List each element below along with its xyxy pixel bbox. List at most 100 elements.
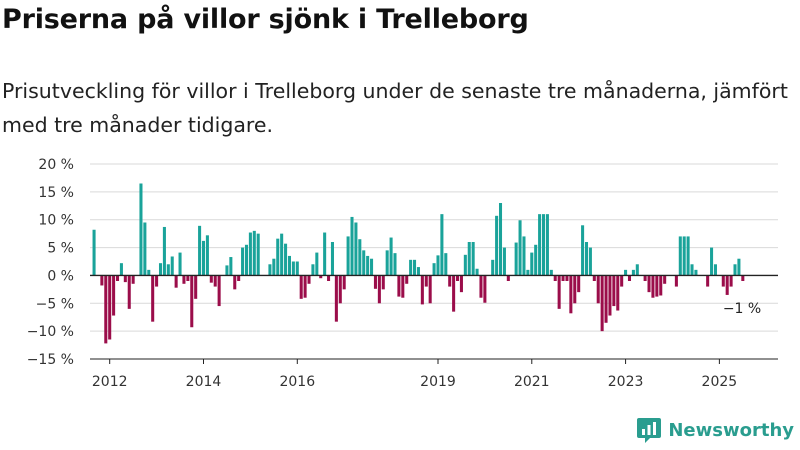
bar-negative: [338, 275, 342, 304]
bar-negative: [108, 275, 112, 340]
bar-negative: [506, 275, 510, 281]
bar-negative: [651, 275, 655, 298]
bar-positive: [631, 269, 635, 276]
bar-positive: [584, 242, 589, 276]
bar-negative: [596, 275, 600, 304]
bar-positive: [588, 247, 592, 276]
bar-positive: [362, 250, 366, 276]
x-tick-label: 2012: [92, 374, 128, 390]
y-tick-label: 0 %: [47, 268, 74, 284]
bar-positive: [694, 269, 698, 276]
bar-positive: [119, 263, 123, 276]
bar-negative: [186, 275, 190, 281]
bar-negative: [233, 275, 237, 290]
bar-negative: [620, 275, 624, 287]
x-tick-label: 2016: [279, 374, 315, 390]
bar-positive: [635, 264, 639, 276]
end-value-label: −1 %: [723, 301, 761, 317]
bar-negative: [573, 275, 577, 304]
bar-positive: [268, 264, 272, 276]
bar-positive: [358, 239, 362, 276]
bar-positive: [252, 230, 256, 276]
bar-positive: [545, 214, 549, 276]
bar-negative: [553, 275, 557, 281]
bar-negative: [377, 275, 381, 304]
bar-positive: [678, 236, 682, 276]
bar-positive: [413, 259, 417, 276]
chart-title: Priserna på villor sjönk i Trelleborg: [2, 4, 529, 35]
bar-negative: [647, 275, 651, 293]
bar-negative: [428, 275, 432, 304]
bar-positive: [241, 247, 245, 276]
bar-negative: [655, 275, 659, 297]
bar-negative: [741, 275, 745, 281]
bar-negative: [112, 275, 116, 316]
bar-positive: [393, 253, 397, 276]
bar-negative: [729, 275, 733, 287]
bar-positive: [495, 215, 499, 276]
bar-negative: [612, 275, 616, 307]
bar-positive: [205, 235, 209, 276]
bar-negative: [342, 275, 346, 290]
bar-positive: [389, 237, 393, 276]
bar-positive: [416, 267, 420, 276]
y-tick-label: 5 %: [47, 241, 74, 257]
bar-positive: [444, 253, 448, 276]
bar-positive: [440, 214, 444, 276]
bar-positive: [280, 233, 284, 276]
bar-negative: [663, 275, 667, 284]
bar-negative: [448, 275, 452, 287]
bar-positive: [248, 232, 252, 276]
bar-negative: [174, 275, 178, 288]
bar-chart: −15 % −10 % −5 % 0 % 5 % 10 % 15 % 20 % 2012 2014…: [27, 157, 778, 390]
bar-negative: [123, 275, 127, 283]
bar-positive: [170, 256, 174, 276]
bar-positive: [370, 258, 374, 276]
bar-positive: [287, 255, 291, 276]
bar-positive: [244, 244, 249, 276]
bar-positive: [581, 225, 585, 276]
bar-negative: [303, 275, 307, 298]
bar-positive: [366, 255, 370, 276]
bar-negative: [561, 275, 565, 281]
bar-positive: [713, 264, 717, 276]
bar-positive: [198, 225, 202, 276]
bar-negative: [608, 275, 612, 316]
bar-negative: [213, 275, 217, 287]
bar-positive: [323, 232, 327, 276]
bar-negative: [577, 275, 581, 293]
bar-positive: [436, 255, 440, 276]
bar-positive: [498, 203, 503, 276]
bar-positive: [272, 258, 276, 276]
x-tick-label: 2014: [186, 374, 222, 390]
y-tick-label: −5 %: [36, 296, 74, 312]
bar-positive: [538, 214, 542, 276]
brand-logo: Newsworthy: [636, 416, 794, 444]
bar-positive: [158, 263, 163, 276]
bar-negative: [569, 275, 573, 314]
bar-positive: [541, 214, 546, 276]
bar-negative: [627, 275, 632, 281]
chart-subtitle: Prisutveckling för villor i Trelleborg u…: [2, 79, 788, 137]
bar-positive: [518, 220, 522, 276]
bar-positive: [350, 216, 354, 276]
bar-negative: [319, 275, 323, 279]
bar-positive: [409, 259, 413, 276]
bar-positive: [201, 240, 206, 276]
bar-negative: [420, 275, 424, 305]
bar-negative: [397, 275, 401, 297]
bar-negative: [659, 275, 663, 296]
bar-negative: [131, 275, 135, 284]
bar-negative: [557, 275, 561, 309]
x-tick-label: 2025: [702, 374, 738, 390]
bar-negative: [194, 275, 198, 299]
bar-positive: [166, 264, 170, 276]
x-tick-label: 2023: [608, 374, 644, 390]
bar-positive: [311, 264, 315, 276]
bar-positive: [463, 254, 467, 276]
bar-positive: [315, 252, 319, 276]
bar-positive: [432, 263, 436, 276]
bar-negative: [592, 275, 596, 281]
chart-area: −15 % −10 % −5 % 0 % 5 % 10 % 15 % 20 % 2012 2014…: [0, 150, 800, 399]
bar-negative: [456, 275, 460, 281]
